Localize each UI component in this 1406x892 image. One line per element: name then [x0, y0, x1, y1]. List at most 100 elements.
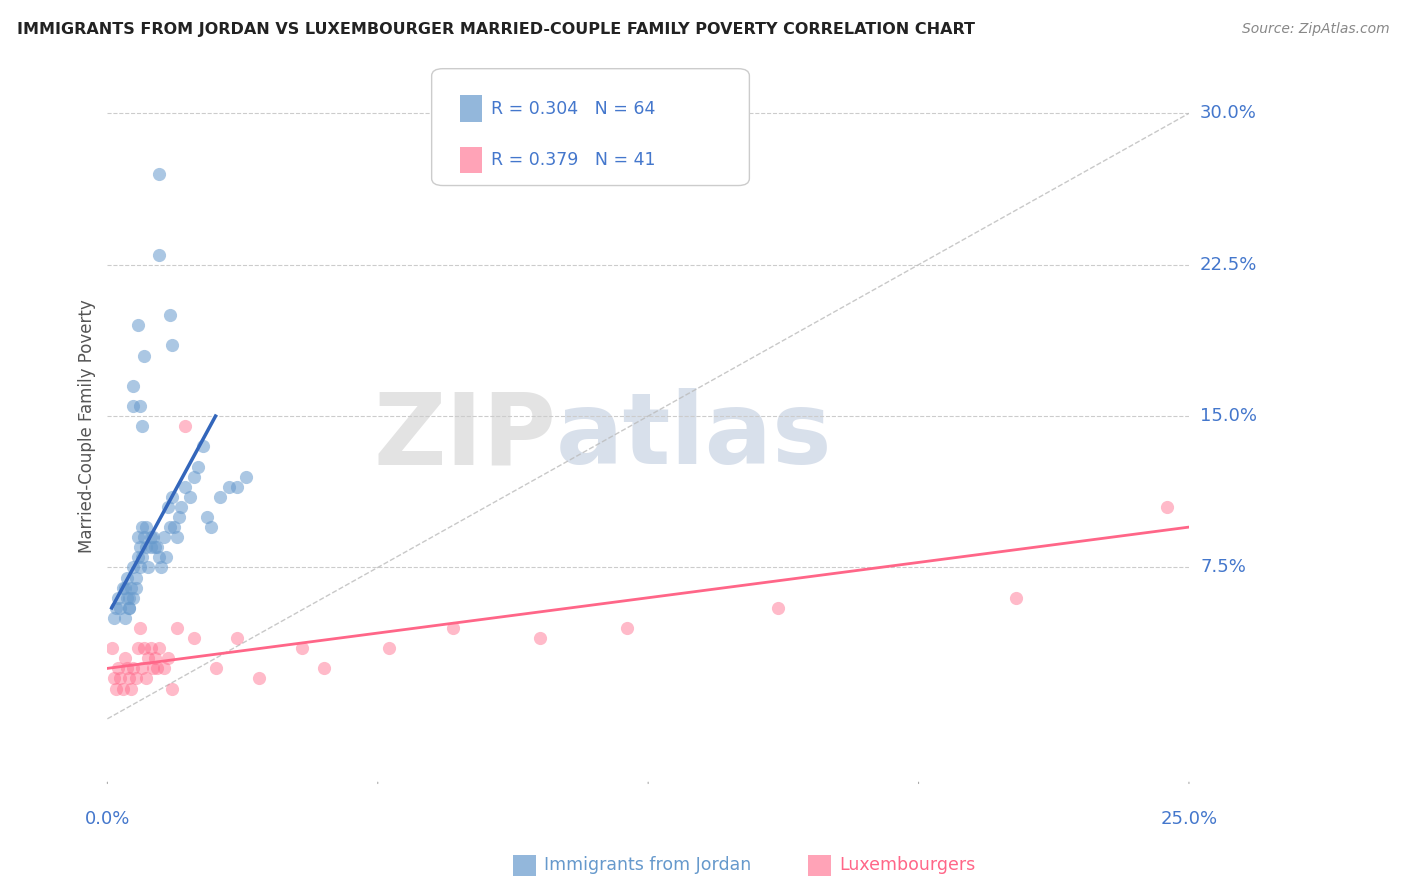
Point: [195, 510, 218, 524]
Point: [135, 672, 157, 686]
Point: [170, 500, 193, 514]
Point: [138, 560, 160, 574]
Point: [162, 681, 184, 696]
Point: [226, 631, 249, 645]
Point: [142, 661, 165, 675]
Point: [118, 591, 141, 605]
Point: [134, 349, 156, 363]
Point: [118, 672, 141, 686]
Point: [208, 490, 231, 504]
Point: [127, 530, 149, 544]
Point: [235, 469, 257, 483]
Point: [156, 500, 179, 514]
Point: [127, 641, 149, 656]
Point: [146, 541, 169, 555]
Point: [135, 541, 157, 555]
Point: [100, 641, 122, 656]
Point: [148, 641, 170, 656]
Point: [616, 621, 638, 635]
Point: [128, 621, 150, 635]
Point: [159, 308, 181, 322]
Point: [122, 399, 145, 413]
Point: [135, 520, 157, 534]
Point: [122, 379, 145, 393]
Point: [131, 419, 153, 434]
Point: [162, 338, 184, 352]
Point: [204, 661, 226, 675]
Point: [131, 520, 153, 534]
Point: [107, 661, 129, 675]
Point: [139, 641, 162, 656]
Text: R = 0.379   N = 41: R = 0.379 N = 41: [491, 151, 655, 169]
Point: [159, 520, 181, 534]
Point: [128, 560, 150, 574]
Point: [127, 550, 149, 565]
Point: [118, 600, 141, 615]
Point: [124, 672, 146, 686]
Point: [128, 399, 150, 413]
Text: Immigrants from Jordan: Immigrants from Jordan: [544, 856, 751, 874]
Point: [120, 681, 142, 696]
Text: ZIP: ZIP: [374, 388, 557, 485]
Text: 22.5%: 22.5%: [1201, 256, 1257, 274]
Point: [377, 641, 399, 656]
Point: [118, 600, 141, 615]
Point: [166, 621, 188, 635]
Point: [174, 419, 197, 434]
Text: 0.0%: 0.0%: [84, 810, 131, 828]
Point: [183, 469, 205, 483]
Text: 15.0%: 15.0%: [1201, 407, 1257, 425]
Point: [103, 672, 125, 686]
Point: [115, 661, 138, 675]
Point: [187, 459, 209, 474]
Y-axis label: Married-Couple Family Poverty: Married-Couple Family Poverty: [79, 300, 96, 553]
Point: [1005, 591, 1028, 605]
Point: [111, 581, 134, 595]
Text: R = 0.304   N = 64: R = 0.304 N = 64: [491, 100, 655, 118]
Point: [291, 641, 314, 656]
Point: [110, 672, 132, 686]
Point: [139, 530, 162, 544]
Point: [226, 480, 249, 494]
Point: [131, 661, 153, 675]
Point: [115, 591, 138, 605]
Point: [179, 490, 201, 504]
Point: [107, 591, 129, 605]
Text: Source: ZipAtlas.com: Source: ZipAtlas.com: [1241, 22, 1389, 37]
Point: [247, 672, 270, 686]
Text: 30.0%: 30.0%: [1201, 104, 1257, 122]
Point: [167, 510, 190, 524]
Point: [115, 570, 138, 584]
Point: [122, 591, 145, 605]
Point: [174, 480, 197, 494]
Point: [105, 600, 128, 615]
Point: [110, 600, 132, 615]
Point: [134, 530, 156, 544]
Point: [114, 581, 136, 595]
Point: [183, 631, 205, 645]
Text: atlas: atlas: [557, 388, 832, 485]
Point: [124, 581, 146, 595]
Point: [124, 570, 146, 584]
Point: [105, 681, 128, 696]
Point: [146, 661, 169, 675]
Point: [218, 480, 240, 494]
Point: [200, 520, 222, 534]
Point: [139, 541, 162, 555]
Point: [163, 520, 186, 534]
Point: [191, 439, 214, 453]
Point: [312, 661, 335, 675]
Text: 7.5%: 7.5%: [1201, 558, 1246, 576]
Point: [142, 530, 165, 544]
Point: [114, 611, 136, 625]
Point: [128, 541, 150, 555]
Point: [152, 530, 174, 544]
Point: [148, 247, 170, 261]
Text: 25.0%: 25.0%: [1160, 810, 1218, 828]
Point: [148, 550, 170, 565]
Point: [120, 581, 142, 595]
Point: [122, 560, 145, 574]
Point: [122, 661, 145, 675]
Point: [150, 560, 173, 574]
Point: [1156, 500, 1178, 514]
